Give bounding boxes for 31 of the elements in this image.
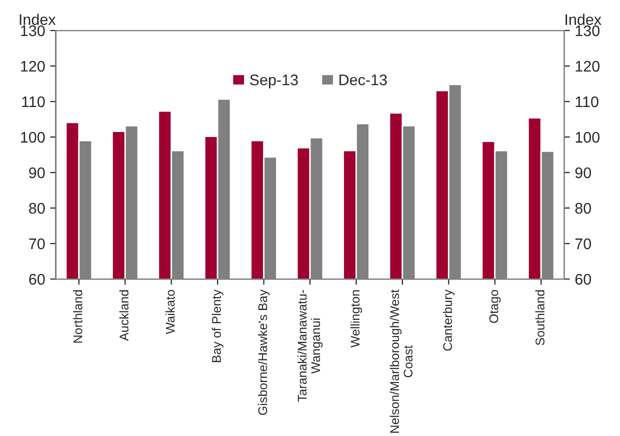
y2-axis-title: Index bbox=[566, 14, 602, 26]
y2-tick-label: 60 bbox=[575, 274, 592, 285]
x-tick-label: Auckland bbox=[119, 290, 128, 341]
x-tick-label: Nelson/Marlborough/West Coast bbox=[390, 290, 413, 433]
y2-tick-label: 100 bbox=[576, 132, 600, 143]
y-tick-label: 90 bbox=[29, 167, 45, 178]
legend-label: Dec-13 bbox=[340, 74, 387, 86]
y-tick-label: 120 bbox=[21, 60, 45, 72]
y-tick-label: 130 bbox=[21, 25, 45, 36]
y2-tick-label: 130 bbox=[576, 25, 600, 36]
y2-tick-label: 120 bbox=[576, 60, 600, 72]
legend-label: Sep-13 bbox=[250, 74, 298, 88]
y-axis-title: Index bbox=[20, 14, 56, 26]
y2-tick-label: 80 bbox=[575, 202, 592, 214]
x-tick-label: Northland bbox=[73, 290, 82, 343]
x-tick-label: Southland bbox=[535, 290, 544, 346]
y-tick-label: 80 bbox=[29, 202, 45, 214]
x-tick-label: Wellington bbox=[350, 290, 362, 348]
y-tick-label: 70 bbox=[29, 238, 45, 250]
y2-tick-label: 110 bbox=[576, 96, 598, 108]
y-tick-label: 100 bbox=[21, 132, 45, 143]
y2-tick-label: 70 bbox=[575, 238, 592, 250]
x-tick-label: Canterbury bbox=[442, 289, 454, 351]
x-tick-label: Bay of Plenty bbox=[212, 289, 224, 362]
y-tick-label: 60 bbox=[29, 274, 45, 285]
x-tick-label: Waikato bbox=[166, 290, 175, 334]
x-tick-label: Otago bbox=[489, 290, 501, 323]
y2-tick-label: 90 bbox=[575, 167, 592, 178]
y-tick-label: 110 bbox=[22, 96, 45, 108]
x-tick-label: Gisborne/Hawke's Bay bbox=[258, 289, 270, 415]
x-tick-label: Taranaki/Manawatu- Wanganui bbox=[297, 290, 323, 402]
